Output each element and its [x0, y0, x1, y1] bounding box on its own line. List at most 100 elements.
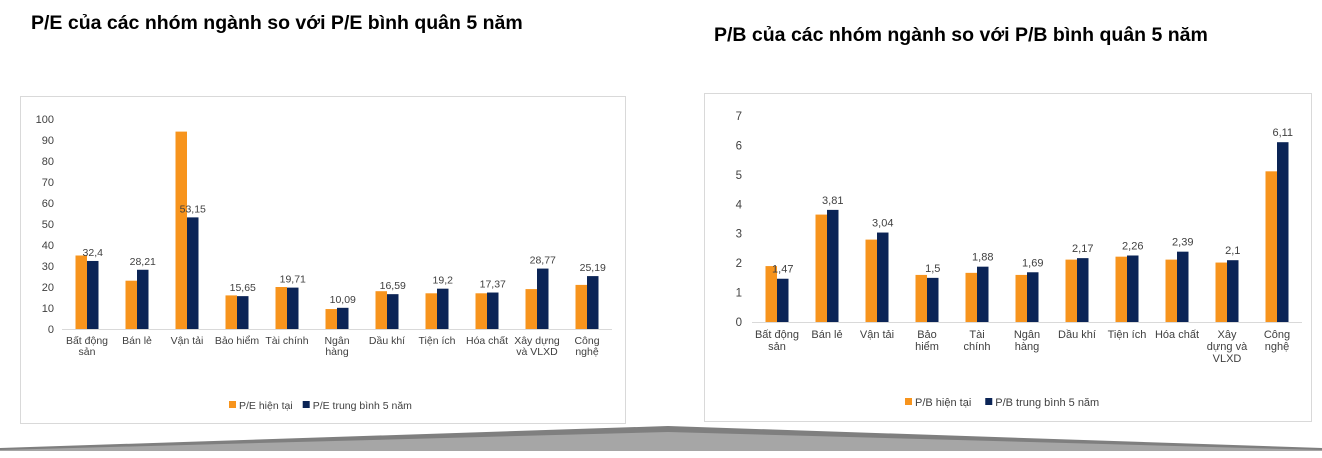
pe-current-bar [325, 309, 337, 329]
pe-ytick-label: 80 [42, 156, 54, 168]
pe-current-bar [575, 284, 587, 329]
pe-ytick-label: 0 [48, 324, 54, 336]
pb-category-label: hàng [1015, 341, 1039, 353]
pe-ytick-label: 70 [42, 177, 54, 189]
pe-data-label: 10,09 [330, 294, 356, 306]
pe-data-label: 19,71 [280, 274, 306, 286]
pe-current-bar [475, 293, 487, 329]
pb-category-label: Tiện ích [1108, 329, 1147, 341]
pe-avg-bar [537, 268, 549, 329]
pb-category-label: Bảo [917, 329, 937, 341]
pb-category-label: sản [768, 341, 786, 353]
pb-avg-bar [927, 277, 939, 322]
pb-category-label: hiểm [915, 341, 939, 353]
pb-avg-bar [1027, 272, 1039, 322]
pb-avg-bar [1127, 255, 1139, 322]
pe-data-label: 15,65 [230, 282, 256, 294]
pb-category-label: nghệ [1265, 341, 1289, 353]
pe-ytick-label: 40 [42, 240, 54, 252]
pe-avg-bar [437, 288, 449, 329]
pe-ytick-label: 60 [42, 198, 54, 210]
pb-ytick-label: 6 [736, 140, 742, 152]
pb-current-bar [1115, 256, 1127, 322]
pb-avg-bar [777, 278, 789, 322]
pe-current-bar [425, 293, 437, 329]
pb-ytick-label: 7 [736, 111, 742, 123]
pb-current-bar [815, 214, 827, 322]
pe-category-label: Công [574, 335, 599, 347]
pb-ytick-label: 2 [736, 258, 742, 270]
pe-data-label: 32,4 [83, 247, 104, 259]
pe-category-label: Xây dựng [514, 335, 560, 347]
pe-avg-bar [237, 296, 249, 329]
pb-data-label: 1,69 [1022, 257, 1043, 269]
pe-category-label: Vận tải [171, 335, 204, 347]
pb-category-label: VLXD [1213, 353, 1242, 365]
pe-data-label: 28,21 [130, 256, 156, 268]
pb-category-label: Bất động [755, 329, 799, 341]
pe-ytick-label: 90 [42, 135, 54, 147]
pe-category-label: và VLXD [516, 346, 558, 358]
pe-current-bar [525, 289, 537, 329]
pb-ytick-label: 1 [736, 288, 742, 300]
pe-category-label: sản [79, 346, 96, 358]
pe-category-label: Bán lẻ [122, 335, 152, 347]
pe-data-label: 17,37 [480, 279, 506, 291]
pe-avg-bar [487, 292, 499, 329]
pb-chart-title: P/B của các nhóm ngành so với P/B bình q… [714, 24, 1208, 46]
pb-category-label: Xây [1218, 329, 1237, 341]
bottom-decoration [0, 426, 1322, 451]
pb-avg-bar [877, 232, 889, 322]
pb-avg-bar [827, 209, 839, 322]
pe-chart-title: P/E của các nhóm ngành so với P/E bình q… [31, 12, 523, 34]
pb-data-label: 2,39 [1172, 237, 1193, 249]
pe-category-label: nghệ [575, 346, 599, 358]
pb-category-label: Công [1264, 329, 1290, 341]
pb-data-label: 1,88 [972, 252, 993, 264]
pb-category-label: Dầu khí [1058, 329, 1096, 341]
pb-data-label: 3,04 [872, 218, 893, 230]
pb-current-bar [965, 272, 977, 322]
pb-ytick-label: 5 [736, 170, 742, 182]
pe-ytick-label: 100 [36, 114, 54, 126]
pb-category-label: chính [964, 341, 991, 353]
pb-current-bar [915, 274, 927, 322]
pb-data-label: 1,47 [772, 264, 793, 276]
pb-current-bar [1015, 274, 1027, 322]
pe-category-label: Bảo hiểm [215, 335, 260, 347]
pe-category-label: Hóa chất [466, 335, 508, 347]
pe-current-bar [125, 280, 137, 329]
pe-chart-panel: 0 10 20 30 40 50 60 70 80 90 100 32,4 Bất động sản 28,… [20, 96, 626, 424]
pb-category-label: Tài [969, 329, 984, 341]
pb-current-bar [1215, 262, 1227, 322]
pe-avg-bar [387, 294, 399, 329]
pb-category-label: dựng và [1207, 341, 1248, 353]
pe-data-label: 28,77 [530, 255, 556, 267]
pb-data-label: 6,11 [1272, 127, 1293, 139]
pe-ytick-label: 30 [42, 261, 54, 273]
pe-ytick-label: 50 [42, 219, 54, 231]
pb-ytick-label: 4 [736, 199, 743, 211]
pb-current-bar [865, 239, 877, 322]
pb-legend-label: P/B trung bình 5 năm [995, 397, 1099, 409]
pb-category-label: Hóa chất [1155, 329, 1199, 341]
pe-category-label: Tiện ích [419, 335, 456, 347]
pb-ytick-label: 3 [736, 229, 742, 241]
pe-category-label: Bất động [66, 335, 108, 347]
pb-current-bar [1165, 259, 1177, 322]
pb-category-label: Vận tải [860, 329, 894, 341]
pe-data-label: 25,19 [580, 262, 606, 274]
pe-avg-bar [587, 276, 599, 329]
pe-ytick-label: 20 [42, 282, 54, 294]
pb-avg-bar [1277, 142, 1289, 322]
pb-data-label: 2,17 [1072, 243, 1093, 255]
pb-current-bar [1265, 171, 1277, 322]
pe-category-label: hàng [325, 346, 349, 358]
pe-ytick-label: 10 [42, 303, 54, 315]
pe-category-label: Ngân [324, 335, 349, 347]
pe-legend-swatch [229, 401, 236, 408]
pb-current-bar [1065, 259, 1077, 322]
pe-current-bar [75, 255, 87, 329]
pe-avg-bar [187, 217, 199, 329]
